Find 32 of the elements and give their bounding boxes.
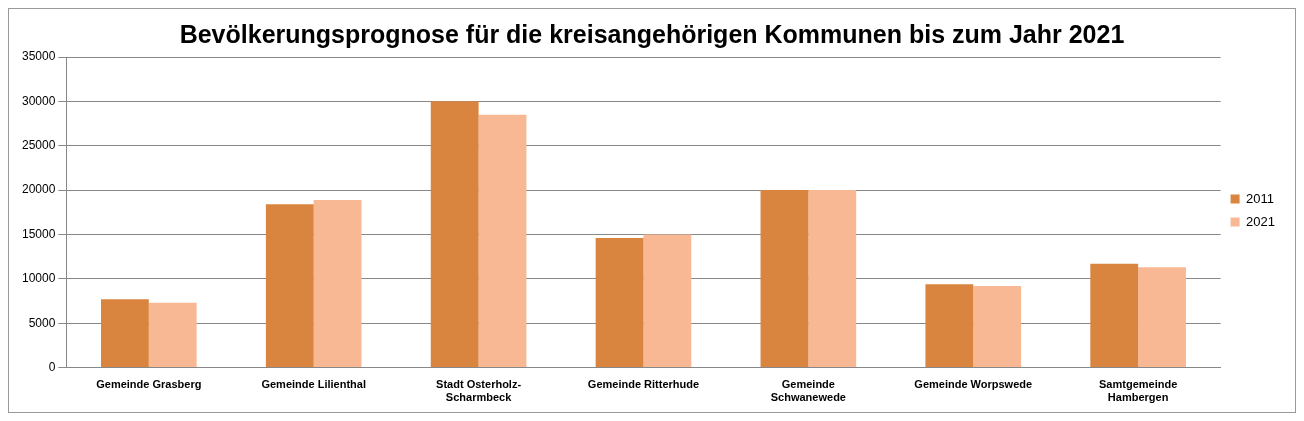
chart-title: Bevölkerungsprognose für die kreisangehörigen Kommunen bis zum Jahr 2021: [179, 19, 1125, 48]
bar: [148, 302, 197, 368]
bar: [265, 204, 314, 368]
y-tick-label: 30000: [21, 93, 56, 108]
legend-label: 2011: [1246, 190, 1275, 206]
y-tick-label: 5000: [28, 315, 56, 330]
bar: [973, 285, 1022, 368]
y-tick-label: 0: [48, 359, 56, 374]
bar: [925, 284, 974, 368]
x-tick-label: Gemeinde Worpswede: [914, 378, 1033, 391]
x-tick-label: Stadt Osterholz-Scharmbeck: [436, 378, 522, 404]
bar: [760, 190, 809, 368]
bar: [1138, 267, 1186, 368]
bar: [101, 299, 149, 368]
legend-label: 2021: [1246, 213, 1275, 229]
x-tick-label: Gemeinde Lilienthal: [261, 378, 366, 391]
bar: [808, 190, 857, 368]
bar: [313, 199, 362, 368]
bar: [478, 114, 527, 368]
x-tick-label: Gemeinde Schwanewede: [770, 378, 846, 404]
x-tick-label: Samtgemeinde Hambergen: [1099, 378, 1178, 404]
x-tick-label: Gemeinde Ritterhude: [587, 378, 700, 391]
bar: [595, 238, 644, 368]
y-tick-label: 20000: [21, 182, 56, 197]
y-tick-label: 15000: [21, 226, 56, 241]
y-tick-label: 35000: [21, 49, 56, 64]
y-tick-label: 25000: [21, 138, 56, 153]
bar: [643, 234, 692, 368]
bar: [1090, 263, 1139, 368]
bar: [430, 101, 479, 368]
y-tick-label: 10000: [21, 271, 56, 286]
x-tick-label: Gemeinde Grasberg: [96, 378, 202, 391]
